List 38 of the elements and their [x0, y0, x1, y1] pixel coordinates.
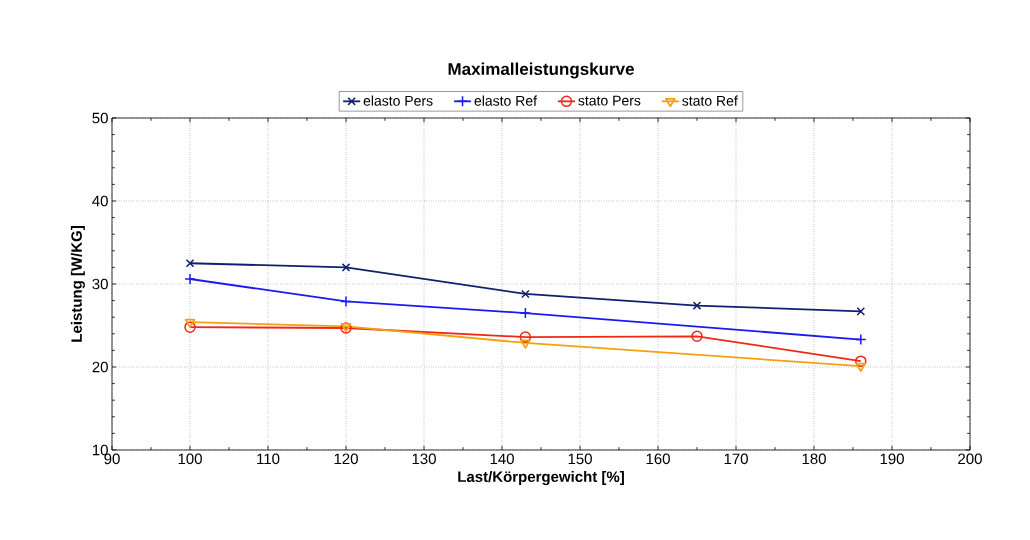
x-tick-label: 150 — [568, 453, 592, 465]
point — [855, 333, 867, 346]
x-tick-label: 160 — [646, 453, 670, 465]
point — [340, 295, 352, 308]
x-axis-title: Last/Körpergewicht [%] — [458, 471, 624, 486]
point — [521, 289, 530, 299]
x-tick-label: 170 — [724, 453, 748, 465]
y-tick-label: 40 — [92, 195, 108, 207]
y-tick-label: 30 — [92, 278, 108, 290]
point — [184, 273, 196, 285]
point — [691, 330, 703, 343]
point — [856, 307, 866, 316]
x-tick-label: 180 — [802, 453, 826, 465]
y-tick-label: 50 — [92, 112, 108, 124]
point — [185, 258, 195, 268]
x-tick-label: 120 — [334, 453, 358, 465]
x-tick-label: 190 — [880, 453, 904, 465]
point — [855, 362, 867, 373]
chart-title: Maximalleistungskurve — [448, 62, 634, 79]
legend-label: stato Pers — [578, 95, 641, 106]
x-tick-label: 110 — [257, 453, 280, 465]
x-tick-label: 130 — [412, 453, 436, 465]
y-tick-label: 20 — [92, 361, 108, 373]
point — [341, 263, 351, 272]
point — [184, 318, 196, 329]
point — [519, 307, 532, 319]
legend-label: elasto Ref — [474, 95, 537, 106]
x-tick-label: 200 — [958, 453, 982, 465]
point — [519, 331, 532, 343]
legend-label: stato Ref — [682, 95, 738, 106]
y-axis-title: Leistung [W/KG] — [70, 226, 85, 342]
point — [184, 321, 196, 333]
x-tick-label: 140 — [490, 453, 514, 465]
point — [855, 355, 867, 367]
point — [692, 301, 702, 310]
point — [520, 339, 531, 349]
x-tick-label: 100 — [178, 453, 202, 465]
legend-label: elasto Pers — [363, 95, 433, 106]
